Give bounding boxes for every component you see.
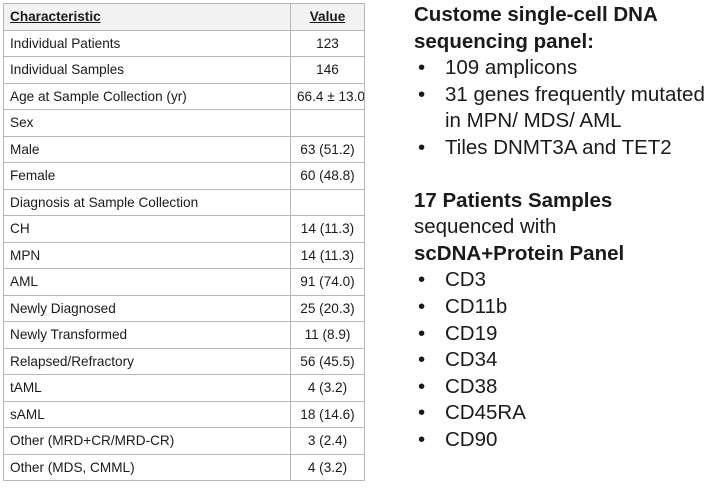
cohort-table-container: Characteristic Value Individual Patients… (3, 3, 365, 481)
bullet-icon: • (418, 294, 426, 318)
bullet-icon: • (418, 374, 426, 398)
list-item: • CD34 (414, 347, 721, 374)
characteristic-cell: Individual Samples (3, 56, 291, 84)
list-item: • Tiles DNMT3A and TET2 (414, 135, 721, 162)
bullet-icon: • (418, 401, 426, 425)
list-item: • CD90 (414, 427, 721, 454)
value-cell: 14 (11.3) (290, 215, 365, 243)
panel-title-line1: Custome single-cell DNA (414, 3, 658, 26)
protein-panel-heading: scDNA+Protein Panel (414, 241, 625, 265)
characteristic-cell: Male (3, 135, 291, 163)
characteristic-cell: Female (3, 162, 291, 190)
list-item: • CD3 (414, 267, 721, 294)
table-row: Other (MRD+CR/MRD-CR) 3 (2.4) (3, 427, 365, 455)
table-header-row: Characteristic Value (3, 3, 365, 31)
value-cell (290, 109, 365, 137)
bullet-icon: • (418, 321, 426, 345)
characteristic-header: Characteristic (3, 3, 291, 31)
table-row: AML 91 (74.0) (3, 268, 365, 296)
list-item-text: CD90 (445, 427, 498, 451)
characteristic-cell: Age at Sample Collection (yr) (3, 82, 291, 110)
table-row: sAML 18 (14.6) (3, 400, 365, 428)
value-cell: 63 (51.2) (290, 135, 365, 163)
panel-description: Custome single-cell DNA sequencing panel… (414, 2, 721, 454)
value-cell: 66.4 ± 13.0 (290, 82, 365, 110)
value-cell: 60 (48.8) (290, 162, 365, 190)
table-row: Male 63 (51.2) (3, 135, 365, 163)
characteristic-cell: Relapsed/Refractory (3, 347, 291, 375)
list-item-text: CD19 (445, 321, 498, 345)
bullet-icon: • (418, 268, 426, 292)
list-item: • 109 amplicons (414, 55, 721, 82)
characteristic-cell: Newly Diagnosed (3, 294, 291, 322)
table-row: MPN 14 (11.3) (3, 241, 365, 269)
value-cell: 11 (8.9) (290, 321, 365, 349)
table-row: Other (MDS, CMML) 4 (3.2) (3, 453, 365, 481)
characteristic-cell: AML (3, 268, 291, 296)
table-row: Sex (3, 109, 365, 137)
characteristic-cell: Other (MRD+CR/MRD-CR) (3, 427, 291, 455)
samples-heading: 17 Patients Samples (414, 188, 613, 212)
table-row: Age at Sample Collection (yr) 66.4 ± 13.0 (3, 82, 365, 110)
list-item-text: Tiles DNMT3A and TET2 (445, 135, 672, 159)
table-row: Individual Patients 123 (3, 29, 365, 57)
value-cell: 4 (3.2) (290, 453, 365, 481)
table-row: Individual Samples 146 (3, 56, 365, 84)
list-item-text: CD34 (445, 348, 498, 372)
value-cell: 14 (11.3) (290, 241, 365, 269)
list-item: • CD45RA (414, 400, 721, 427)
value-cell: 91 (74.0) (290, 268, 365, 296)
table-row: Diagnosis at Sample Collection (3, 188, 365, 216)
list-item-text: CD38 (445, 374, 498, 398)
list-item: • CD11b (414, 294, 721, 321)
table-row: Newly Diagnosed 25 (20.3) (3, 294, 365, 322)
table-row: tAML 4 (3.2) (3, 374, 365, 402)
table-row: Female 60 (48.8) (3, 162, 365, 190)
value-cell: 25 (20.3) (290, 294, 365, 322)
table-row: Newly Transformed 11 (8.9) (3, 321, 365, 349)
value-cell: 3 (2.4) (290, 427, 365, 455)
value-cell (290, 188, 365, 216)
value-cell: 18 (14.6) (290, 400, 365, 428)
characteristic-cell: tAML (3, 374, 291, 402)
value-cell: 56 (45.5) (290, 347, 365, 375)
table-row: CH 14 (11.3) (3, 215, 365, 243)
list-item: • CD19 (414, 321, 721, 348)
list-item: • CD38 (414, 374, 721, 401)
list-item-text: CD11b (445, 294, 508, 318)
bullet-icon: • (418, 56, 426, 80)
characteristic-cell: MPN (3, 241, 291, 269)
cohort-characteristics-table: Characteristic Value Individual Patients… (3, 3, 365, 481)
characteristic-cell: CH (3, 215, 291, 243)
value-cell: 146 (290, 56, 365, 84)
value-cell: 4 (3.2) (290, 374, 365, 402)
characteristic-cell: sAML (3, 400, 291, 428)
bullet-icon: • (418, 348, 426, 372)
value-cell: 123 (290, 29, 365, 57)
panel-item-list: • 109 amplicons • 31 genes frequently mutat… (414, 55, 721, 161)
list-item-text: CD45RA (445, 401, 526, 425)
value-header: Value (290, 3, 365, 31)
characteristic-cell: Diagnosis at Sample Collection (3, 188, 291, 216)
characteristic-cell: Newly Transformed (3, 321, 291, 349)
characteristic-cell: Sex (3, 109, 291, 137)
table-row: Relapsed/Refractory 56 (45.5) (3, 347, 365, 375)
list-item-text: 31 genes frequently mutated in MPN/ MDS/… (445, 82, 705, 133)
bullet-icon: • (418, 135, 426, 159)
list-item-text: CD3 (445, 268, 487, 292)
table-body: Individual Patients 123 Individual Samples… (3, 29, 365, 481)
spacer (414, 162, 721, 188)
characteristic-cell: Other (MDS, CMML) (3, 453, 291, 481)
list-item-text: 109 amplicons (445, 56, 578, 80)
samples-text: sequenced with (414, 215, 557, 239)
panel-title-line2: sequencing panel: (414, 29, 594, 53)
bullet-icon: • (418, 427, 426, 451)
list-item: • 31 genes frequently mutated in MPN/ MDS… (414, 82, 721, 135)
characteristic-cell: Individual Patients (3, 29, 291, 57)
bullet-icon: • (418, 82, 426, 106)
protein-marker-list: • CD3 • CD11b • CD19 • CD34 • CD38 • CD45RA • CD90 (414, 267, 721, 453)
